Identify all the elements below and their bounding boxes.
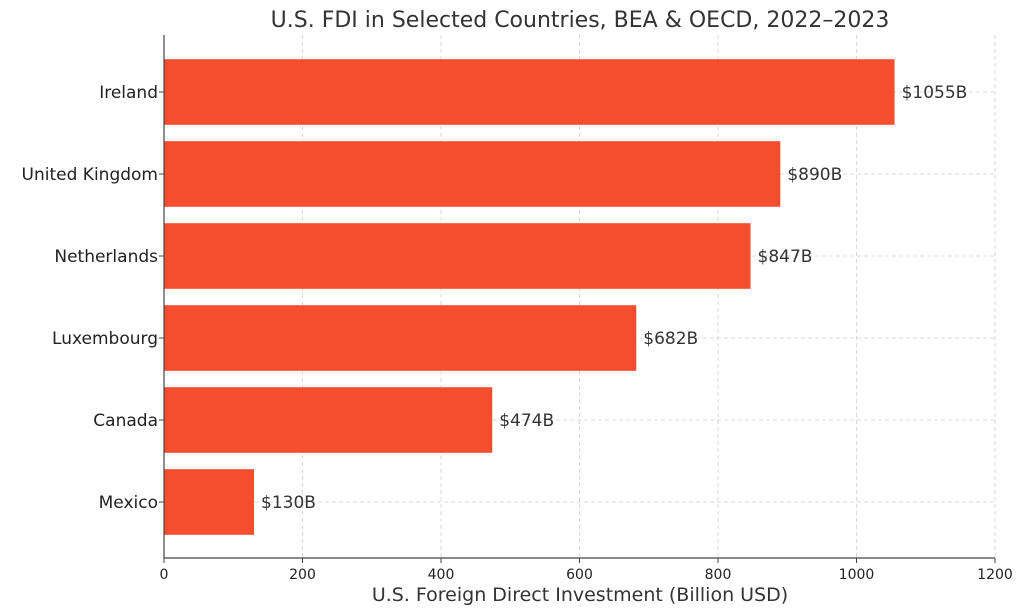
data-label: $847B (758, 247, 813, 267)
data-label-layer: $1055B $890B $847B $682B $474B $130B (261, 83, 967, 513)
y-tick-label: Luxembourg (52, 329, 158, 349)
x-tick-layer: 0 200 400 600 800 1000 1200 (160, 558, 1013, 583)
x-tick-label: 200 (289, 567, 316, 583)
y-tick-label: Canada (93, 411, 158, 431)
y-tick-label: Ireland (99, 83, 158, 103)
x-tick-label: 0 (160, 567, 169, 583)
chart-title: U.S. FDI in Selected Countries, BEA & OE… (271, 8, 890, 33)
y-tick-layer: Ireland United Kingdom Netherlands Luxembou… (22, 83, 164, 513)
x-tick-label: 400 (428, 567, 455, 583)
data-label: $1055B (902, 83, 968, 103)
x-tick-label: 800 (705, 567, 732, 583)
x-tick-label: 1200 (977, 567, 1013, 583)
x-tick-label: 600 (566, 567, 593, 583)
bar (164, 59, 895, 125)
x-axis-label: U.S. Foreign Direct Investment (Billion … (372, 584, 788, 606)
y-tick-label: Netherlands (54, 247, 158, 267)
data-label: $890B (787, 165, 842, 185)
bar (164, 223, 751, 289)
x-tick-label: 1000 (839, 567, 875, 583)
bar (164, 305, 637, 371)
y-tick-label: United Kingdom (22, 165, 158, 185)
bar-layer (164, 59, 895, 535)
bar (164, 469, 255, 535)
bar (164, 141, 781, 207)
data-label: $130B (261, 493, 316, 513)
data-label: $474B (499, 411, 554, 431)
y-tick-label: Mexico (99, 493, 158, 513)
data-label: $682B (643, 329, 698, 349)
bar (164, 387, 493, 453)
